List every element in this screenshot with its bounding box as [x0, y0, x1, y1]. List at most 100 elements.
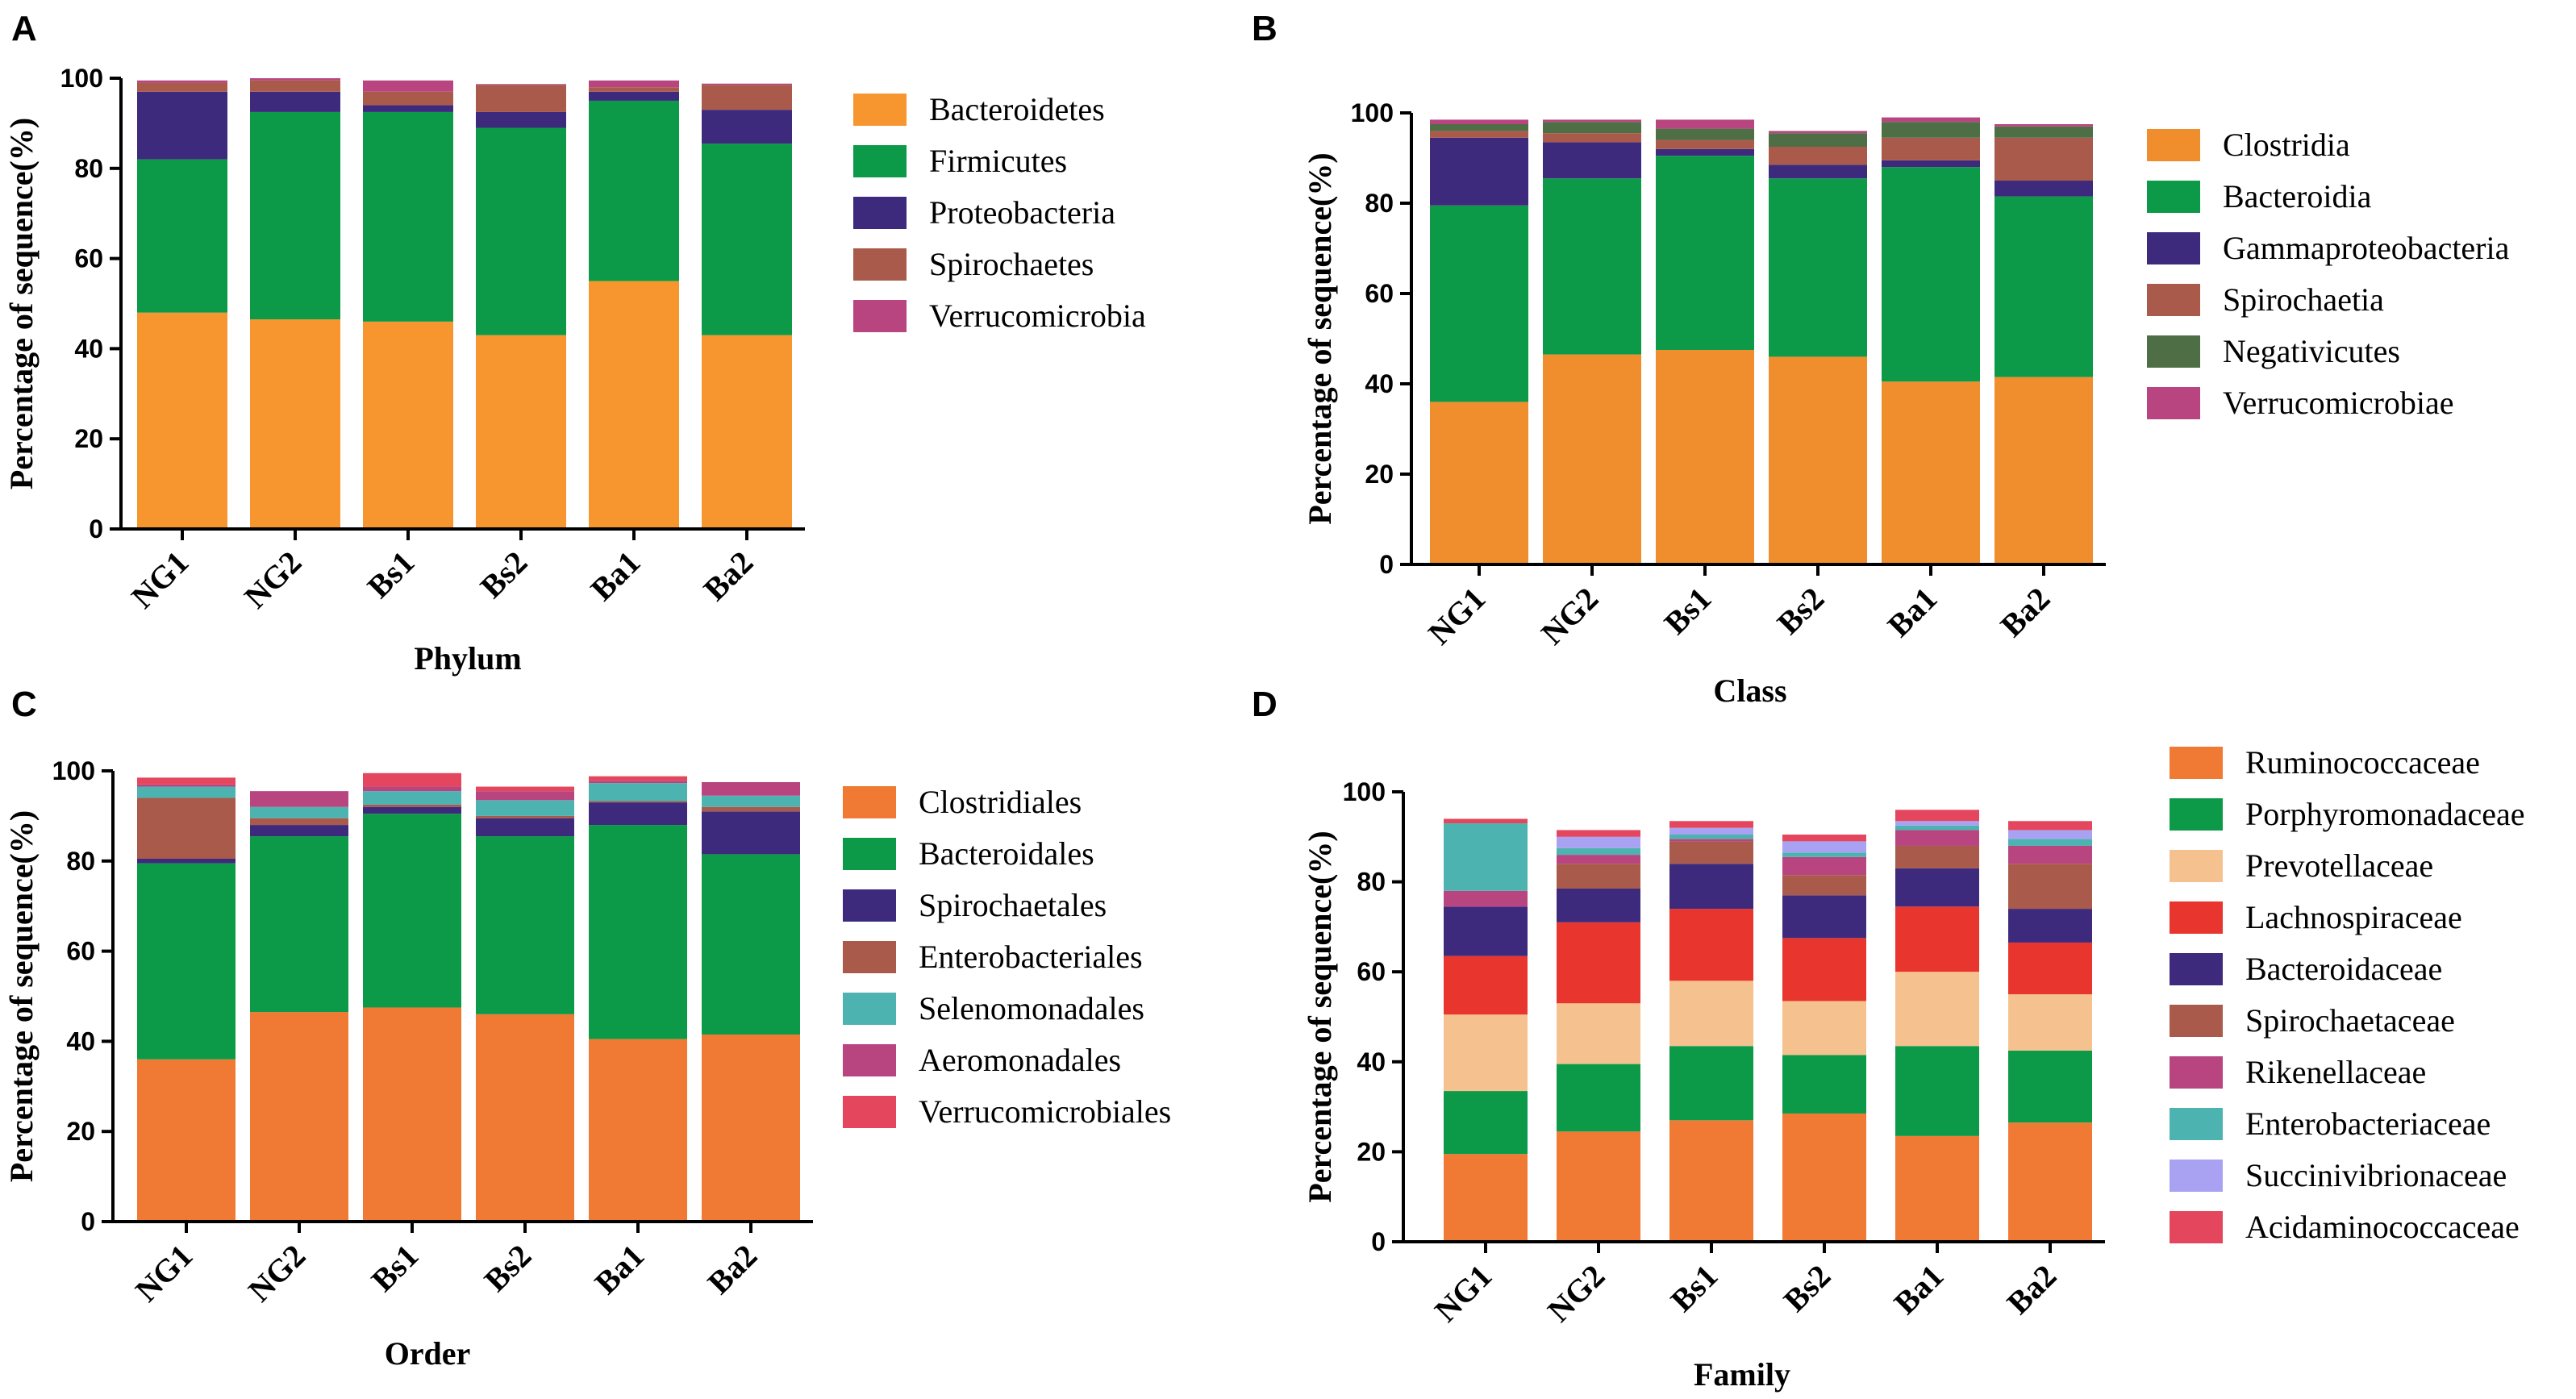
bar-segment: [1444, 906, 1528, 956]
legend-item: Aeromonadales: [843, 1042, 1121, 1078]
legend-item: Bacteroidaceae: [2170, 951, 2442, 987]
bar-segment: [1882, 160, 1980, 168]
legend-label: Bacteroidaceae: [2245, 951, 2442, 987]
x-tick-label: Bs1: [361, 544, 422, 606]
bar-segment: [1895, 821, 1979, 826]
bar-segment: [2008, 839, 2092, 846]
x-axis-label: Order: [385, 1335, 471, 1372]
x-tick-label: Ba1: [1886, 1258, 1950, 1322]
bar-segment: [702, 83, 792, 85]
bar-segment: [476, 1014, 574, 1222]
bar-segment: [2008, 1050, 2092, 1123]
bar-segment: [702, 806, 800, 812]
bar-segment: [589, 802, 687, 826]
legend-swatch: [2147, 181, 2200, 213]
bar-segment: [1557, 864, 1640, 889]
bar-segment: [589, 801, 687, 803]
legend-item: Bacteroidia: [2147, 178, 2372, 214]
legend-label: Enterobacteriaceae: [2245, 1105, 2491, 1142]
bar-segment: [2008, 845, 2092, 864]
legend-label: Rikenellaceae: [2245, 1054, 2426, 1090]
legend-swatch: [2170, 1211, 2223, 1243]
bar-segment: [1782, 841, 1866, 853]
bar-segment: [1782, 938, 1866, 1001]
bar-segment: [1656, 148, 1754, 156]
y-tick-label: 20: [74, 424, 103, 453]
x-tick-label: Ba2: [696, 544, 760, 608]
bar-segment: [363, 806, 461, 814]
bar-segment: [1782, 835, 1866, 842]
legend-label: Clostridiales: [919, 784, 1082, 820]
x-tick-label: Ba2: [1999, 1258, 2063, 1322]
legend-swatch: [2170, 850, 2223, 882]
legend-swatch: [2170, 1005, 2223, 1037]
bar-segment: [1557, 1064, 1640, 1132]
bar-segment: [1444, 956, 1528, 1015]
bar-segment: [1669, 909, 1753, 981]
panel-letter: C: [11, 685, 37, 724]
legend-item: Verrucomicrobiales: [843, 1093, 1171, 1130]
legend-label: Verrucomicrobiales: [919, 1093, 1171, 1130]
bar-segment: [589, 87, 679, 92]
bar-segment: [1769, 356, 1867, 564]
legend-label: Prevotellaceae: [2245, 847, 2433, 884]
legend-swatch: [843, 993, 896, 1025]
y-tick-label: 100: [60, 64, 103, 93]
bar-segment: [1543, 178, 1641, 355]
bar-segment: [476, 818, 574, 837]
bar-segment: [363, 786, 461, 792]
bar-segment: [1557, 888, 1640, 922]
bar-segment: [1444, 818, 1528, 824]
bar-segment: [363, 321, 453, 529]
bar-segment: [702, 110, 792, 144]
bar-segment: [589, 91, 679, 101]
bar-segment: [1782, 895, 1866, 939]
bar-segment: [1669, 1120, 1753, 1242]
bar-segment: [476, 85, 566, 112]
bar-segment: [702, 1035, 800, 1222]
bar-segment: [137, 784, 236, 787]
bar-segment: [2008, 942, 2092, 995]
legend-item: Lachnospiraceae: [2170, 899, 2462, 935]
bar-segment: [1782, 852, 1866, 857]
chart-panel-b: B NG1 NG2 Bs1 Bs2 Ba1 Ba2 0 20 40 60 80 100 Percentag…: [1252, 9, 2510, 709]
bar-segment: [1430, 402, 1528, 564]
y-tick-label: 60: [1357, 957, 1386, 986]
legend-swatch: [2147, 232, 2200, 264]
bar-segment: [1543, 133, 1641, 143]
bar-segment: [1895, 868, 1979, 907]
bar-segment: [1656, 350, 1754, 564]
bar-segment: [1669, 821, 1753, 828]
y-tick-label: 0: [1371, 1227, 1386, 1256]
bar-segment: [1444, 1014, 1528, 1092]
legend-swatch: [2170, 798, 2223, 831]
legend-item: Succinivibrionaceae: [2170, 1157, 2507, 1193]
legend-label: Verrucomicrobiae: [2223, 385, 2454, 421]
y-tick-label: 20: [66, 1117, 95, 1146]
bar-segment: [363, 105, 453, 112]
y-tick-label: 0: [81, 1207, 95, 1236]
bar-segment: [250, 1012, 348, 1222]
legend-swatch: [2147, 284, 2200, 316]
bar-segment: [1557, 1131, 1640, 1242]
legend-label: Firmicutes: [929, 143, 1067, 179]
y-axis-label: Percentage of sequence(%): [1302, 152, 1338, 524]
bar-segment: [1895, 825, 1979, 831]
bar-segment: [363, 1007, 461, 1222]
x-tick-label: NG1: [128, 1238, 199, 1309]
legend-swatch: [853, 94, 907, 126]
legend-swatch: [843, 1044, 896, 1076]
legend-swatch: [2170, 1160, 2223, 1192]
bar-segment: [1669, 841, 1753, 864]
bar-segment: [1557, 922, 1640, 1004]
bar-segment: [1557, 847, 1640, 856]
bar-segment: [1444, 1154, 1528, 1242]
bar-segment: [1543, 354, 1641, 564]
bar-segment: [1557, 836, 1640, 848]
legend-item: Verrucomicrobiae: [2147, 385, 2454, 421]
bar-segment: [137, 859, 236, 864]
legend-label: Bacteroidia: [2223, 178, 2372, 214]
x-tick-label: Bs2: [473, 544, 535, 606]
bar-segment: [702, 854, 800, 1035]
y-tick-label: 100: [52, 756, 95, 785]
